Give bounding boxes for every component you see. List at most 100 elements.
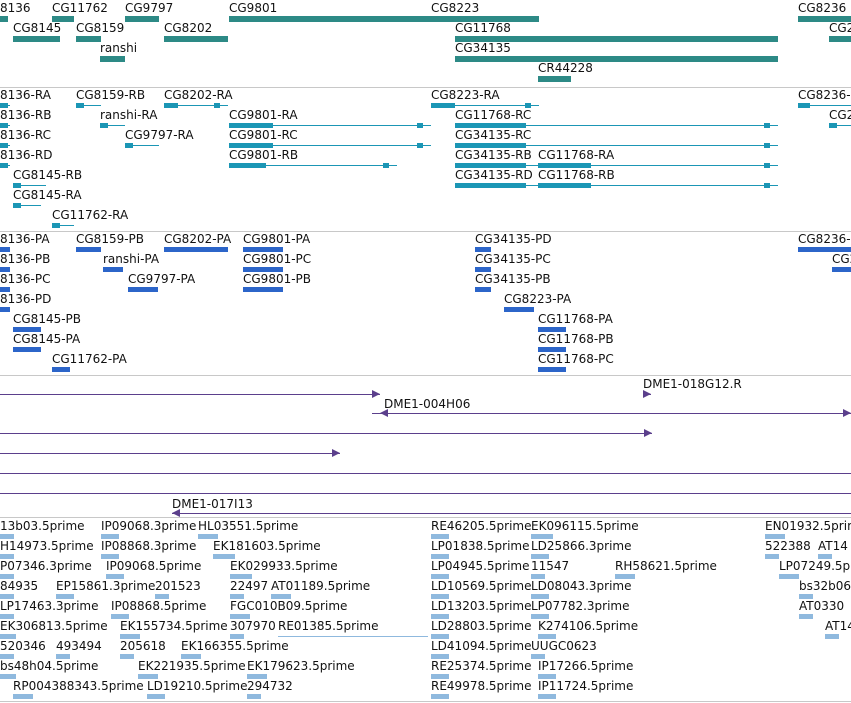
gene-label[interactable]: CG8223 bbox=[431, 1, 480, 15]
protein-label[interactable]: CG34135-PB bbox=[475, 272, 551, 286]
est-label[interactable]: AT14 bbox=[818, 539, 848, 553]
est-label[interactable]: 22497 bbox=[230, 579, 269, 593]
est-feature[interactable] bbox=[531, 594, 549, 599]
gene-label[interactable]: CG8202 bbox=[164, 21, 213, 35]
est-label[interactable]: EK306813.5prime bbox=[0, 619, 108, 633]
transcript-label[interactable]: CG8159-RB bbox=[76, 88, 146, 102]
transcript-exon[interactable] bbox=[764, 123, 770, 128]
est-feature[interactable] bbox=[531, 554, 549, 559]
protein-label[interactable]: CG8236- bbox=[798, 232, 851, 246]
gene-feature[interactable] bbox=[13, 36, 60, 42]
est-feature[interactable] bbox=[431, 534, 449, 539]
est-label[interactable]: LP07782.3prime bbox=[531, 599, 630, 613]
est-feature[interactable] bbox=[538, 694, 556, 699]
gene-feature[interactable] bbox=[455, 36, 778, 42]
gene-feature[interactable] bbox=[229, 16, 431, 22]
transcript-label[interactable]: CG11768-RB bbox=[538, 168, 615, 182]
est-label[interactable]: bs48h04.5prime bbox=[0, 659, 99, 673]
protein-feature[interactable] bbox=[243, 247, 283, 252]
est-feature[interactable] bbox=[615, 574, 635, 579]
est-label[interactable]: HL03551.5prime bbox=[198, 519, 299, 533]
protein-feature[interactable] bbox=[798, 247, 851, 252]
est-feature[interactable] bbox=[0, 534, 14, 539]
est-feature[interactable] bbox=[531, 614, 549, 619]
protein-label[interactable]: CG9801-PB bbox=[243, 272, 312, 286]
clone-line[interactable] bbox=[0, 453, 340, 454]
transcript-exon[interactable] bbox=[52, 223, 60, 228]
est-label[interactable]: LP04945.5prime bbox=[431, 559, 530, 573]
gene-feature[interactable] bbox=[76, 36, 101, 42]
est-label[interactable]: LD25866.3prime bbox=[531, 539, 632, 553]
est-feature[interactable] bbox=[431, 554, 449, 559]
transcript-exon[interactable] bbox=[764, 143, 770, 148]
protein-label[interactable]: CG9801-PC bbox=[243, 252, 312, 266]
transcript-exon[interactable] bbox=[0, 123, 8, 128]
est-label[interactable]: IP08868.3prime bbox=[101, 539, 197, 553]
est-feature[interactable] bbox=[230, 614, 250, 619]
est-feature[interactable] bbox=[799, 614, 813, 619]
est-feature[interactable] bbox=[198, 534, 218, 539]
est-feature[interactable] bbox=[431, 654, 449, 659]
est-label[interactable]: H14973.5prime bbox=[0, 539, 94, 553]
est-label[interactable]: 522388 bbox=[765, 539, 811, 553]
est-label[interactable]: K274106.5prime bbox=[538, 619, 639, 633]
protein-label[interactable]: CG2 bbox=[832, 252, 851, 266]
est-feature[interactable] bbox=[181, 654, 201, 659]
transcript-exon[interactable] bbox=[125, 143, 133, 148]
est-feature[interactable] bbox=[247, 694, 261, 699]
clone-line[interactable] bbox=[0, 394, 380, 395]
transcript-label[interactable]: CG8202-RA bbox=[164, 88, 233, 102]
est-feature[interactable] bbox=[0, 634, 16, 639]
est-label[interactable]: LD28803.5prime bbox=[431, 619, 532, 633]
protein-feature[interactable] bbox=[504, 307, 534, 312]
protein-feature[interactable] bbox=[538, 347, 566, 352]
est-feature[interactable] bbox=[538, 634, 556, 639]
transcript-label[interactable]: 8136-RD bbox=[0, 148, 53, 162]
est-label[interactable]: EK029933.5prime bbox=[230, 559, 338, 573]
transcript-exon[interactable] bbox=[764, 183, 770, 188]
protein-label[interactable]: 8136-PC bbox=[0, 272, 51, 286]
gene-feature[interactable] bbox=[431, 16, 539, 22]
est-label[interactable]: RE01385.5prime bbox=[278, 619, 379, 633]
transcript-exon[interactable] bbox=[417, 143, 423, 148]
est-feature[interactable] bbox=[765, 534, 785, 539]
transcript-exon[interactable] bbox=[829, 123, 837, 128]
transcript-exon[interactable] bbox=[13, 183, 21, 188]
est-feature[interactable] bbox=[101, 554, 119, 559]
est-feature[interactable] bbox=[120, 634, 140, 639]
protein-label[interactable]: CG9801-PA bbox=[243, 232, 311, 246]
est-feature[interactable] bbox=[230, 594, 244, 599]
clone-label[interactable]: DME1-018G12.R bbox=[643, 377, 742, 391]
gene-label[interactable]: CG2 bbox=[829, 21, 851, 35]
est-label[interactable]: AT01189.5prime bbox=[271, 579, 371, 593]
est-feature[interactable] bbox=[138, 674, 158, 679]
protein-label[interactable]: CG34135-PD bbox=[475, 232, 552, 246]
transcript-label[interactable]: CG11768-RA bbox=[538, 148, 615, 162]
transcript-label[interactable]: CG2 bbox=[829, 108, 851, 122]
est-label[interactable]: LD10569.5prime bbox=[431, 579, 532, 593]
gene-label[interactable]: CR44228 bbox=[538, 61, 593, 75]
protein-feature[interactable] bbox=[832, 267, 851, 272]
transcript-exon[interactable] bbox=[764, 163, 770, 168]
protein-label[interactable]: CG9797-PA bbox=[128, 272, 196, 286]
est-feature[interactable] bbox=[0, 554, 14, 559]
transcript-label[interactable]: CG34135-RB bbox=[455, 148, 532, 162]
est-label[interactable]: LD41094.5prime bbox=[431, 639, 532, 653]
est-label[interactable]: LP01838.5prime bbox=[431, 539, 530, 553]
transcript-exon[interactable] bbox=[0, 163, 8, 168]
est-label[interactable]: P07346.3prime bbox=[0, 559, 92, 573]
est-feature[interactable] bbox=[431, 634, 449, 639]
est-feature[interactable] bbox=[230, 634, 244, 639]
est-label[interactable]: 11547 bbox=[531, 559, 570, 573]
protein-label[interactable]: CG11762-PA bbox=[52, 352, 127, 366]
est-feature[interactable] bbox=[56, 594, 74, 599]
est-feature[interactable] bbox=[213, 554, 235, 559]
est-label[interactable]: FGC010B09.5prime bbox=[230, 599, 348, 613]
protein-label[interactable]: CG8145-PA bbox=[13, 332, 81, 346]
protein-feature[interactable] bbox=[164, 247, 228, 252]
est-label[interactable]: RP004388343.5prime bbox=[13, 679, 144, 693]
est-feature[interactable] bbox=[825, 634, 839, 639]
est-label[interactable]: 84935 bbox=[0, 579, 39, 593]
est-label[interactable]: bs32b06 bbox=[799, 579, 851, 593]
transcript-exon[interactable] bbox=[229, 123, 273, 128]
